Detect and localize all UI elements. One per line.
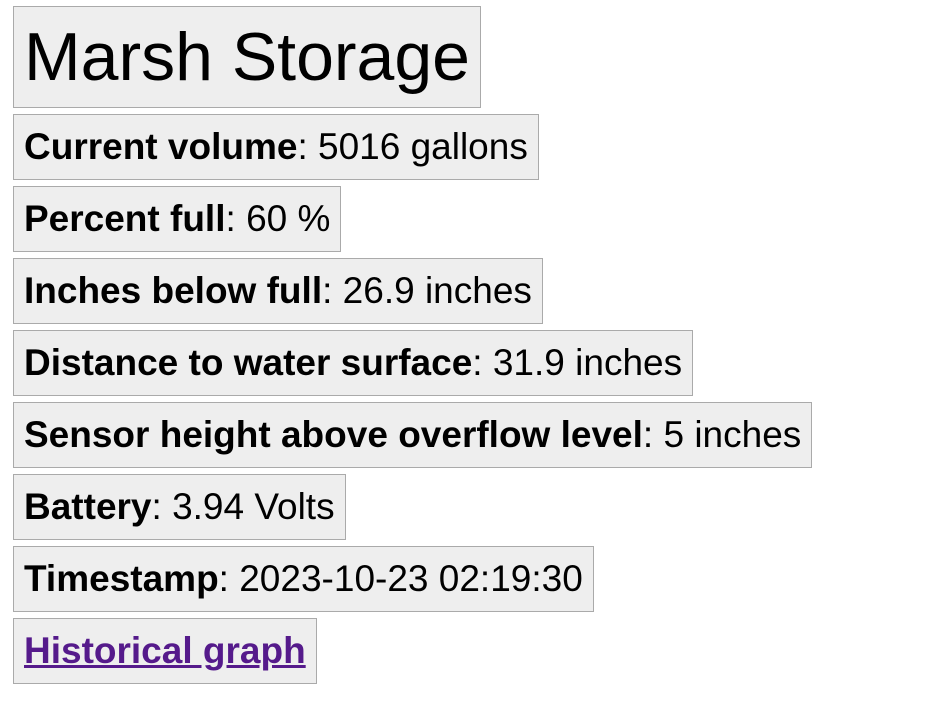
row-label: Battery [24, 486, 152, 527]
row-separator: : [225, 198, 247, 239]
row-label: Distance to water surface [24, 342, 473, 383]
sensor-height-row: Sensor height above overflow level: 5 in… [13, 402, 813, 468]
row-label: Sensor height above overflow level [24, 414, 643, 455]
inches-below-full-row: Inches below full: 26.9 inches [13, 258, 543, 324]
row-label: Inches below full [24, 270, 323, 311]
row-value: 3.94 Volts [172, 486, 335, 527]
row-value: 26.9 inches [342, 270, 532, 311]
timestamp-row: Timestamp: 2023-10-23 02:19:30 [13, 546, 594, 612]
row-separator: : [472, 342, 493, 383]
historical-graph-row: Historical graph [13, 618, 317, 684]
row-separator: : [151, 486, 173, 527]
row-label: Percent full [24, 198, 226, 239]
percent-full-row: Percent full: 60 % [13, 186, 342, 252]
battery-row: Battery: 3.94 Volts [13, 474, 346, 540]
row-separator: : [642, 414, 664, 455]
row-value: 5016 gallons [318, 126, 528, 167]
row-value: 31.9 inches [492, 342, 683, 383]
row-separator: : [218, 558, 240, 599]
row-value: 60 % [246, 198, 331, 239]
row-value: 5 inches [663, 414, 802, 455]
page-title: Marsh Storage [13, 6, 481, 108]
row-label: Timestamp [24, 558, 219, 599]
historical-graph-link[interactable]: Historical graph [24, 630, 306, 671]
current-volume-row: Current volume: 5016 gallons [13, 114, 539, 180]
row-label: Current volume [24, 126, 298, 167]
distance-to-water-row: Distance to water surface: 31.9 inches [13, 330, 694, 396]
row-separator: : [322, 270, 343, 311]
row-separator: : [297, 126, 318, 167]
row-value: 2023-10-23 02:19:30 [239, 558, 583, 599]
page-content: Marsh Storage Current volume: 5016 gallo… [13, 6, 813, 690]
